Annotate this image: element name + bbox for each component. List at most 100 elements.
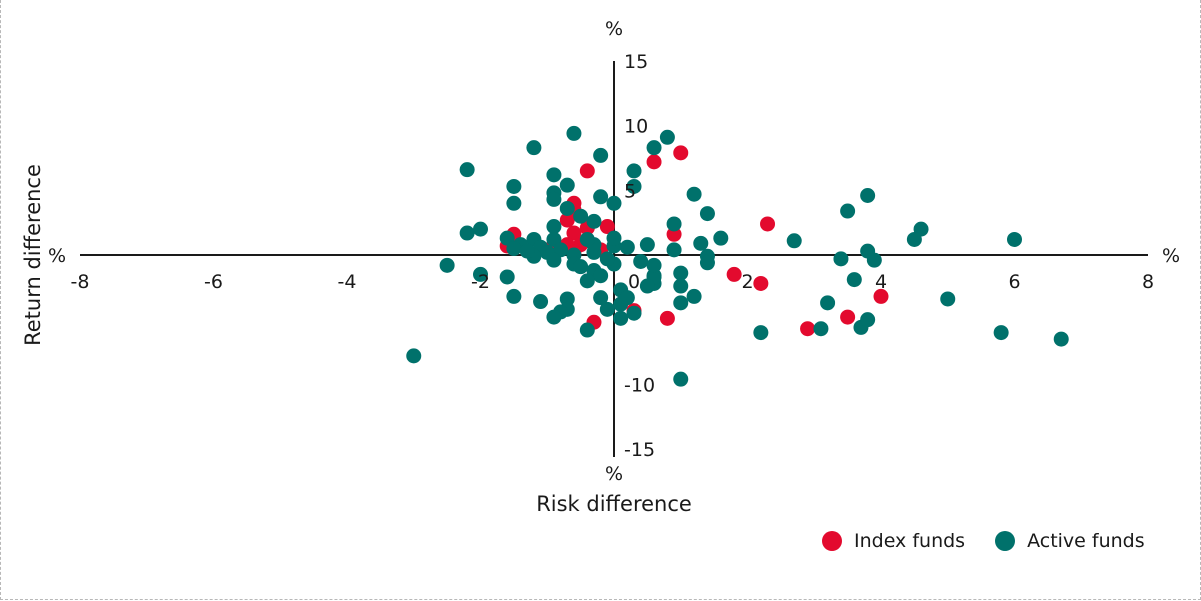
active-fund-point	[439, 257, 455, 273]
x-tick-label: -6	[204, 271, 223, 293]
x-tick-label: 4	[875, 271, 887, 293]
active-fund-point	[813, 321, 829, 337]
active-fund-point	[860, 188, 876, 204]
active-fund-point	[693, 235, 709, 251]
y-axis-title: Return difference	[21, 164, 45, 346]
active-fund-point	[673, 265, 689, 281]
x-tick-label: 2	[741, 271, 753, 293]
active-fund-point	[546, 252, 562, 268]
index-fund-point	[559, 212, 575, 228]
active-fund-point	[713, 230, 729, 246]
series-active-funds	[406, 125, 1069, 387]
active-fund-point	[686, 288, 702, 304]
x-tick-label: 0	[628, 271, 640, 293]
index-fund-point	[666, 226, 682, 242]
x-unit-left: %	[48, 245, 66, 267]
active-fund-point	[459, 225, 475, 241]
active-fund-point	[613, 310, 629, 326]
index-fund-point	[760, 216, 776, 232]
active-fund-point	[506, 241, 522, 257]
active-fund-point	[626, 305, 642, 321]
active-fund-point	[639, 237, 655, 253]
active-fund-point	[626, 178, 642, 194]
y-tick-label: 5	[624, 180, 636, 202]
active-fund-point	[633, 253, 649, 269]
active-fund-point	[573, 208, 589, 224]
active-fund-point	[579, 322, 595, 338]
active-fund-point	[519, 243, 535, 259]
index-fund-point	[599, 219, 615, 235]
index-fund-point	[726, 266, 742, 282]
active-fund-point	[619, 239, 635, 255]
active-fund-point	[659, 129, 675, 145]
active-fund-point	[1007, 231, 1022, 247]
index-fund-point	[566, 225, 582, 241]
legend-label-active: Active funds	[1027, 530, 1145, 552]
active-fund-point	[639, 278, 655, 294]
x-tick-label: -8	[71, 271, 90, 293]
active-fund-point	[666, 216, 682, 232]
active-fund-point	[579, 273, 595, 289]
x-tick-label: -4	[338, 271, 357, 293]
y-tick-label: -10	[624, 374, 655, 396]
active-fund-point	[533, 294, 549, 310]
active-fund-point	[559, 177, 575, 193]
active-fund-point	[840, 203, 856, 219]
legend: Index funds Active funds	[822, 530, 1145, 552]
active-fund-point	[613, 296, 629, 312]
active-fund-point	[559, 200, 575, 216]
active-fund-point	[579, 231, 595, 247]
active-fund-point	[593, 268, 609, 284]
active-fund-point	[1053, 331, 1069, 347]
legend-item-index: Index funds	[822, 530, 965, 552]
active-fund-point	[673, 295, 689, 311]
active-fund-point	[833, 251, 849, 267]
y-tick-label: 10	[624, 116, 648, 138]
index-fund-point	[673, 145, 689, 161]
active-fund-point	[506, 195, 522, 211]
active-fund-point	[626, 163, 642, 179]
active-fund-point	[459, 162, 475, 178]
x-unit-right: %	[1162, 245, 1180, 267]
active-fund-point	[673, 371, 689, 387]
active-fund-point	[860, 312, 876, 328]
index-fund-point	[753, 275, 769, 291]
y-tick-label: 15	[624, 51, 648, 73]
active-fund-point	[846, 272, 862, 288]
legend-swatch-index	[822, 531, 842, 551]
active-fund-point	[573, 259, 589, 275]
active-fund-point	[666, 242, 682, 258]
active-fund-point	[506, 178, 522, 194]
active-fund-point	[673, 278, 689, 294]
active-fund-point	[546, 191, 562, 207]
active-fund-point	[820, 295, 836, 311]
active-fund-point	[686, 186, 702, 202]
active-fund-point	[646, 140, 662, 156]
active-fund-point	[699, 206, 715, 222]
index-fund-point	[873, 288, 889, 304]
x-axis-title: Risk difference	[536, 492, 692, 516]
axis-labels: -8 -6 -4 -2 0 2 4 6 8 15 10 5 -10 -15%%% % Risk differe…	[21, 18, 1180, 516]
active-fund-point	[566, 125, 582, 141]
x-tick-label: 8	[1142, 271, 1154, 293]
data-points	[406, 125, 1069, 387]
active-fund-point	[546, 219, 562, 235]
active-fund-point	[559, 291, 575, 307]
active-fund-point	[546, 167, 562, 183]
index-fund-point	[646, 154, 662, 170]
y-tick-label: -15	[624, 439, 655, 461]
index-fund-point	[800, 321, 816, 337]
active-fund-point	[940, 291, 956, 307]
active-fund-point	[606, 230, 622, 246]
active-fund-point	[593, 189, 609, 205]
active-fund-point	[699, 255, 715, 271]
index-fund-point	[579, 163, 595, 179]
index-fund-point	[659, 310, 675, 326]
active-fund-point	[599, 251, 615, 267]
x-tick-label: 6	[1008, 271, 1020, 293]
active-fund-point	[753, 325, 769, 341]
active-fund-point	[473, 266, 488, 282]
active-fund-point	[586, 213, 602, 229]
index-fund-point	[840, 309, 856, 325]
